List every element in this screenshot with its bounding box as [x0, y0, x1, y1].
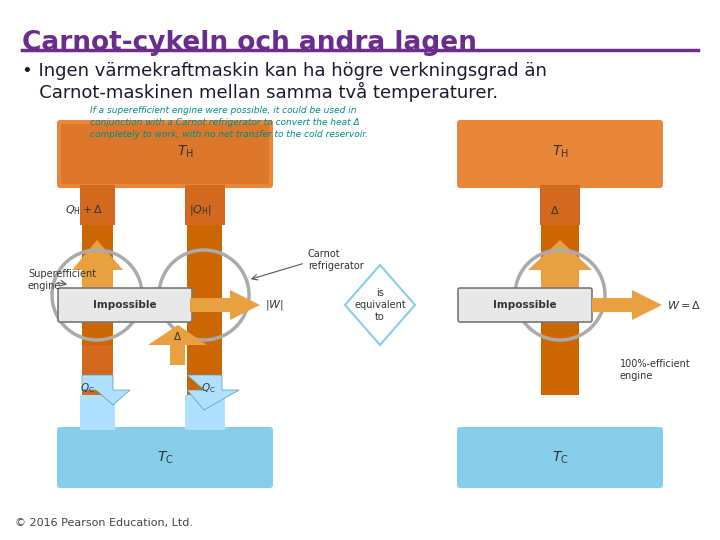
Text: $T_\mathrm{C}$: $T_\mathrm{C}$ [552, 450, 568, 466]
Text: $|W|$: $|W|$ [265, 298, 284, 312]
Text: $Q_\mathrm{C}$: $Q_\mathrm{C}$ [80, 381, 94, 395]
Text: $Q_\mathrm{C}$: $Q_\mathrm{C}$ [201, 381, 215, 395]
Text: 100%-efficient
engine: 100%-efficient engine [620, 359, 690, 381]
Text: Superefficient
engine: Superefficient engine [28, 269, 96, 291]
Polygon shape [185, 395, 225, 430]
FancyBboxPatch shape [61, 124, 269, 184]
FancyBboxPatch shape [457, 427, 663, 488]
Text: $\Delta$: $\Delta$ [174, 330, 182, 342]
Polygon shape [80, 185, 115, 225]
FancyBboxPatch shape [458, 288, 592, 322]
Text: Carnot-maskinen mellan samma två temperaturer.: Carnot-maskinen mellan samma två tempera… [22, 82, 498, 102]
Text: $Q_\mathrm{H}+\Delta$: $Q_\mathrm{H}+\Delta$ [65, 203, 103, 217]
Polygon shape [82, 375, 130, 405]
Text: $T_\mathrm{H}$: $T_\mathrm{H}$ [552, 144, 568, 160]
Polygon shape [82, 225, 113, 395]
Text: $W=\Delta$: $W=\Delta$ [667, 299, 701, 311]
Text: • Ingen värmekraftmaskin kan ha högre verkningsgrad än: • Ingen värmekraftmaskin kan ha högre ve… [22, 62, 547, 80]
Polygon shape [528, 240, 592, 300]
Text: Impossible: Impossible [93, 300, 157, 310]
Text: $T_\mathrm{C}$: $T_\mathrm{C}$ [157, 450, 174, 466]
Polygon shape [148, 325, 207, 365]
Text: Carnot
refrigerator: Carnot refrigerator [308, 249, 364, 271]
Polygon shape [190, 290, 260, 320]
Text: is
equivalent
to: is equivalent to [354, 288, 406, 322]
Polygon shape [540, 185, 580, 225]
Polygon shape [185, 185, 225, 225]
Polygon shape [72, 240, 123, 300]
FancyBboxPatch shape [58, 288, 192, 322]
Polygon shape [187, 225, 222, 395]
FancyBboxPatch shape [57, 120, 273, 188]
Polygon shape [187, 375, 239, 410]
Text: Impossible: Impossible [493, 300, 557, 310]
FancyBboxPatch shape [457, 120, 663, 188]
Polygon shape [82, 225, 113, 345]
Text: © 2016 Pearson Education, Ltd.: © 2016 Pearson Education, Ltd. [15, 518, 193, 528]
FancyBboxPatch shape [57, 427, 273, 488]
Text: Carnot-cykeln och andra lagen: Carnot-cykeln och andra lagen [22, 30, 477, 56]
Text: $|Q_\mathrm{H}|$: $|Q_\mathrm{H}|$ [189, 203, 212, 217]
Text: $\Delta$: $\Delta$ [550, 204, 559, 216]
Polygon shape [80, 395, 115, 430]
Polygon shape [592, 290, 662, 320]
Text: $T_\mathrm{H}$: $T_\mathrm{H}$ [176, 144, 194, 160]
Polygon shape [541, 225, 579, 395]
Text: If a superefficient engine were possible, it could be used in
conjunction with a: If a superefficient engine were possible… [90, 106, 368, 139]
